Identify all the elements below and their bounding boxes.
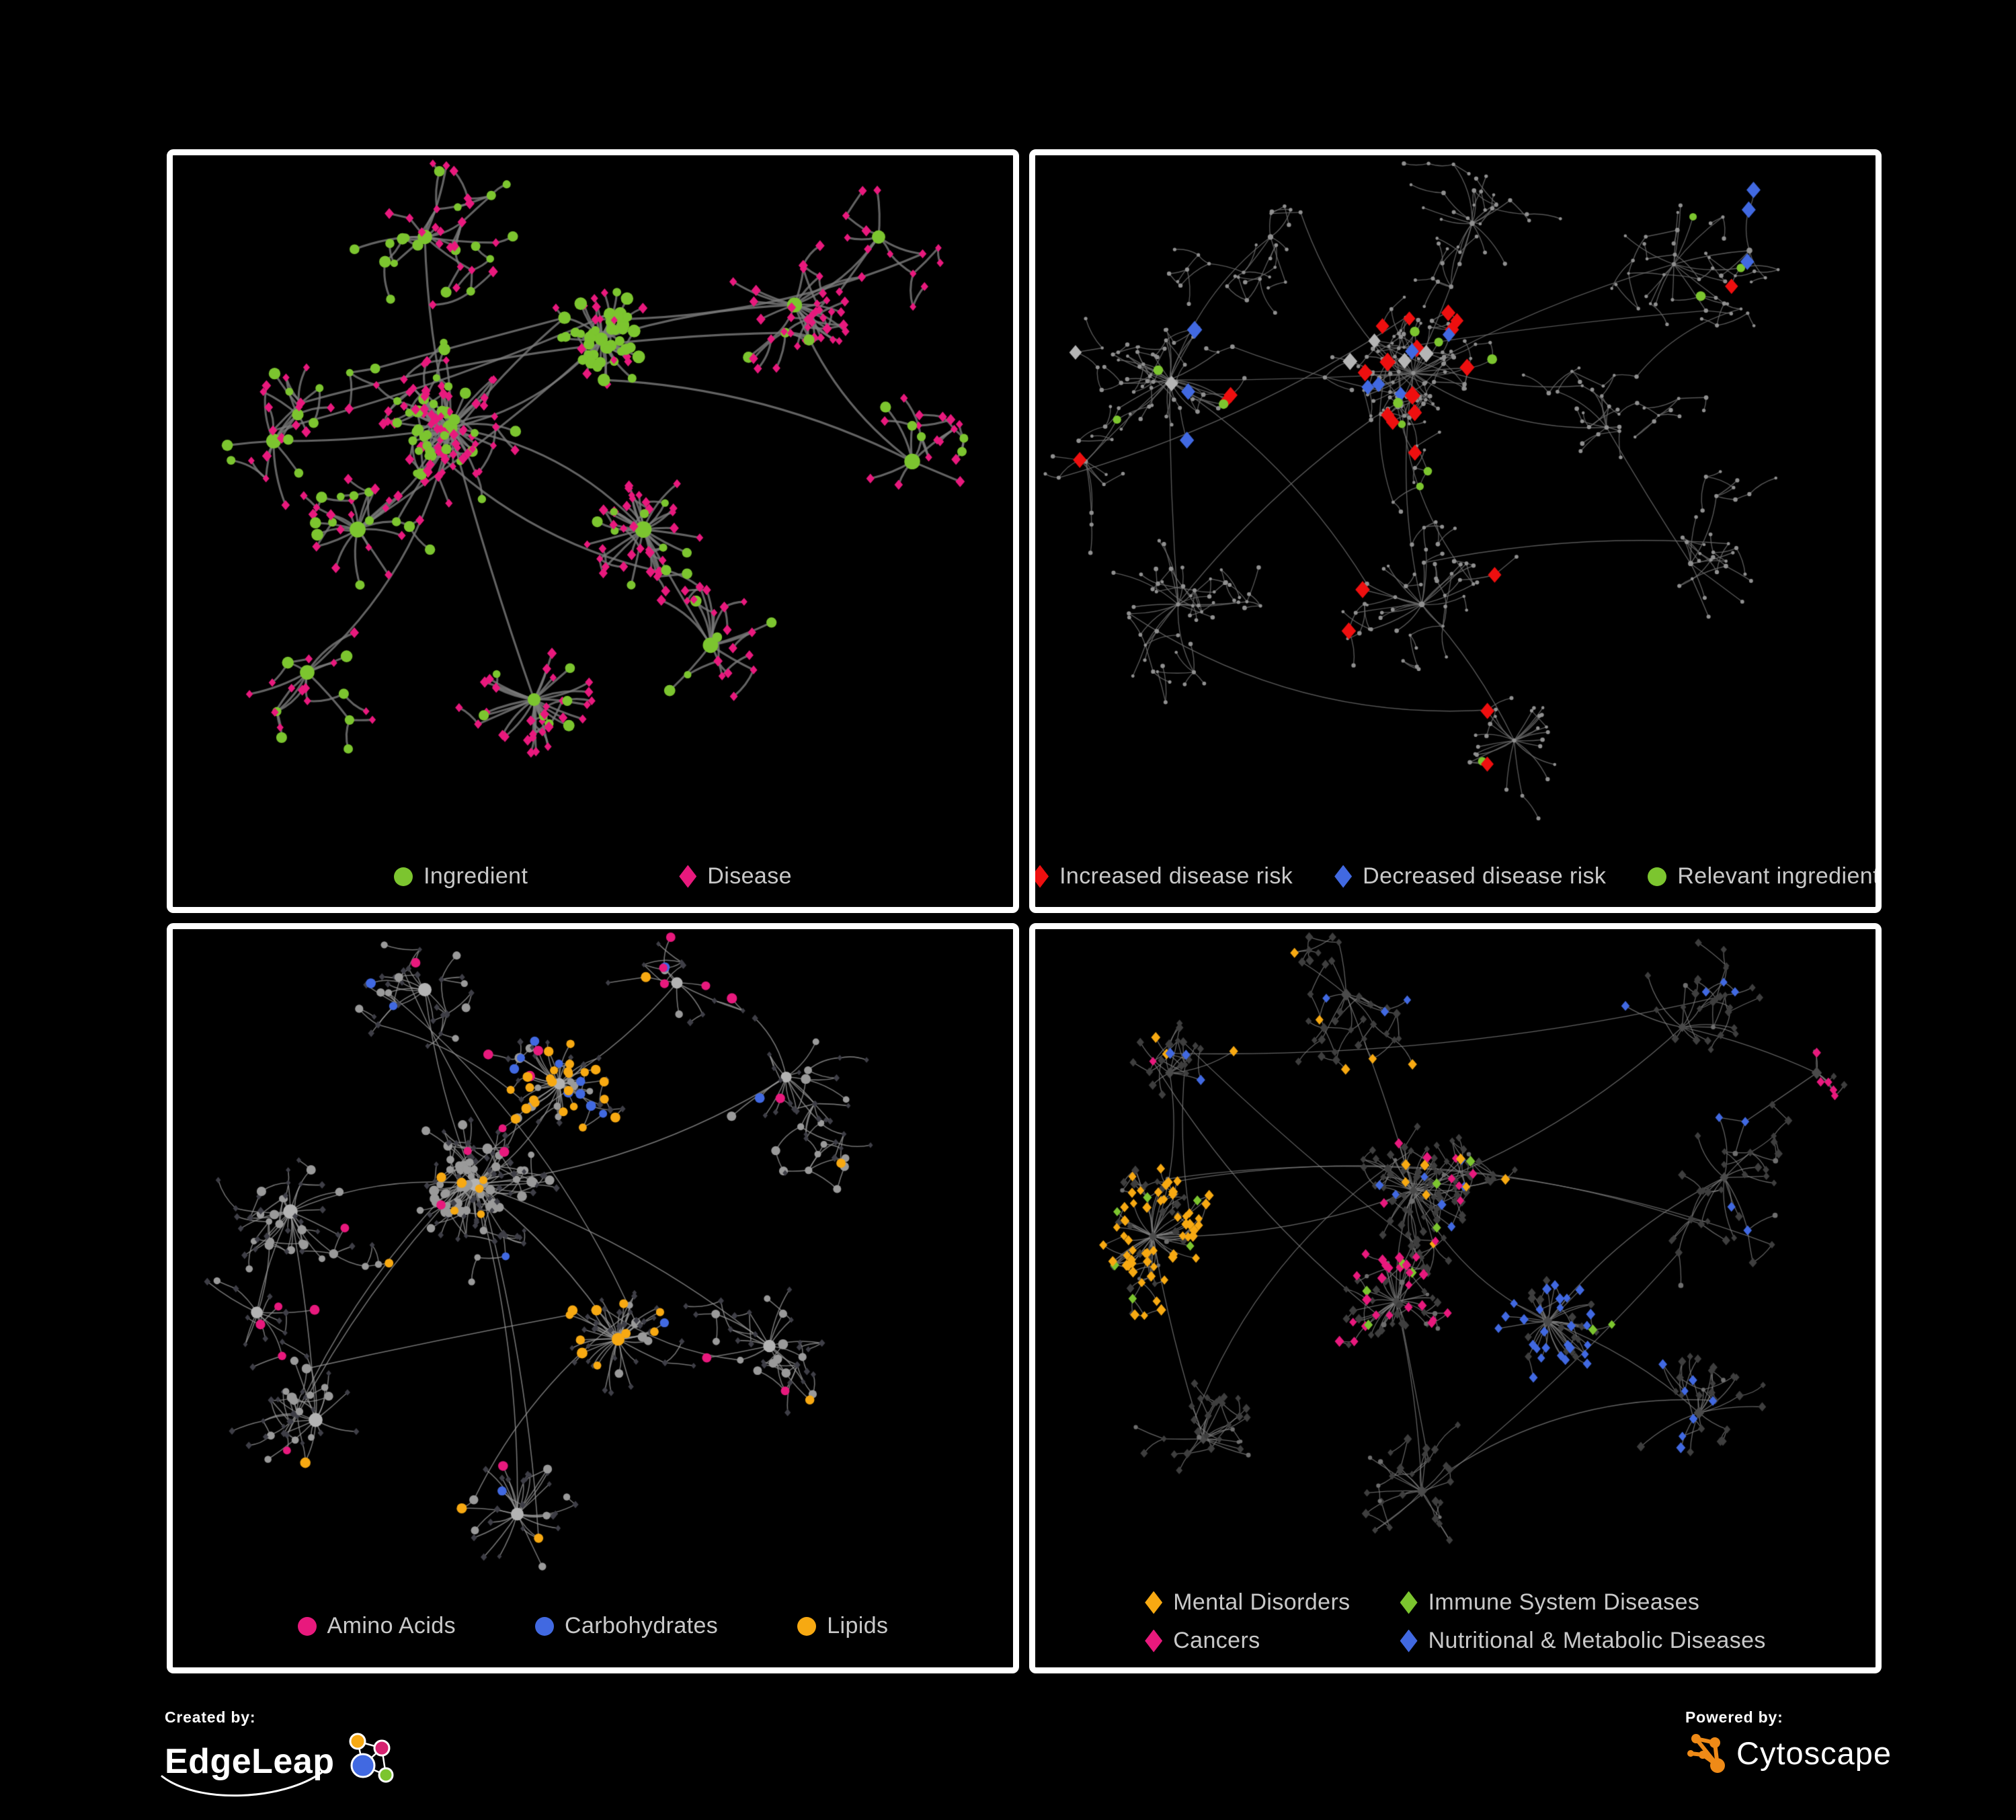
- network-graph-ingredient-disease: [173, 155, 1013, 836]
- legend-label: Amino Acids: [327, 1613, 456, 1638]
- legend-disease-risk: Increased disease risk Decreased disease…: [1035, 863, 1876, 889]
- legend-label: Immune System Diseases: [1428, 1589, 1700, 1615]
- circle-marker-icon: [535, 1616, 554, 1636]
- panel-disease-risk: Increased disease risk Decreased disease…: [1029, 149, 1882, 913]
- edgeleap-swoosh: [161, 1771, 323, 1797]
- network-graph-disease-risk: [1035, 155, 1876, 836]
- legend-label: Increased disease risk: [1059, 863, 1293, 889]
- legend-label: Nutritional & Metabolic Diseases: [1428, 1628, 1766, 1653]
- legend-item: Increased disease risk: [1035, 863, 1293, 889]
- legend-item: Decreased disease risk: [1334, 863, 1606, 889]
- legend-item: Immune System Diseases: [1400, 1589, 1766, 1616]
- legend-label: Decreased disease risk: [1363, 863, 1607, 889]
- legend-ingredient-classes: Amino Acids Carbohydrates Lipids: [173, 1613, 1013, 1639]
- panel-ingredient-disease: Ingredient Disease: [167, 149, 1019, 913]
- legend-item: Relevant ingredient: [1648, 863, 1880, 889]
- diamond-marker-icon: [1145, 1591, 1163, 1614]
- edgeleap-wordmark: EdgeLeap: [165, 1742, 335, 1781]
- legend-disease-classes: Mental Disorders Immune System Diseases …: [1035, 1589, 1876, 1654]
- cytoscape-wordmark: Cytoscape: [1736, 1735, 1892, 1771]
- legend-item: Lipids: [797, 1613, 888, 1639]
- diamond-marker-icon: [679, 865, 697, 888]
- legend-label: Ingredient: [424, 863, 528, 889]
- legend-item: Nutritional & Metabolic Diseases: [1400, 1628, 1766, 1654]
- legend-ingredient-disease: Ingredient Disease: [173, 863, 1013, 889]
- created-by-label: Created by:: [165, 1708, 256, 1726]
- cytoscape-logo-icon: [1687, 1734, 1725, 1773]
- legend-label: Mental Disorders: [1173, 1589, 1350, 1615]
- legend-label: Relevant ingredient: [1677, 863, 1880, 889]
- legend-label: Disease: [707, 863, 792, 889]
- edgeleap-logo-icon: [349, 1733, 393, 1783]
- panel-ingredient-classes: Amino Acids Carbohydrates Lipids: [167, 923, 1019, 1673]
- circle-marker-icon: [797, 1616, 817, 1636]
- powered-by-label: Powered by:: [1685, 1708, 1783, 1726]
- legend-item: Amino Acids: [297, 1613, 456, 1639]
- diamond-marker-icon: [1035, 865, 1049, 888]
- legend-item: Ingredient: [394, 863, 528, 889]
- legend-label: Cancers: [1173, 1628, 1260, 1653]
- legend-item: Carbohydrates: [535, 1613, 718, 1639]
- circle-marker-icon: [394, 867, 413, 886]
- panel-disease-classes: Mental Disorders Immune System Diseases …: [1029, 923, 1882, 1673]
- diamond-marker-icon: [1400, 1591, 1418, 1614]
- legend-item: Cancers: [1145, 1628, 1350, 1654]
- circle-marker-icon: [1648, 867, 1667, 886]
- powered-by-block: Powered by: Cytoscape: [1685, 1708, 1892, 1775]
- diamond-marker-icon: [1400, 1629, 1418, 1653]
- network-graph-disease-classes: [1035, 929, 1876, 1583]
- legend-label: Carbohydrates: [565, 1613, 719, 1638]
- legend-label: Lipids: [827, 1613, 889, 1638]
- network-graph-ingredient-classes: [173, 929, 1013, 1601]
- legend-item: Mental Disorders: [1145, 1589, 1350, 1616]
- diamond-marker-icon: [1145, 1629, 1163, 1653]
- created-by-block: Created by: EdgeLeap: [161, 1708, 407, 1797]
- circle-marker-icon: [297, 1616, 317, 1636]
- legend-item: Disease: [679, 863, 792, 889]
- diamond-marker-icon: [1334, 865, 1353, 888]
